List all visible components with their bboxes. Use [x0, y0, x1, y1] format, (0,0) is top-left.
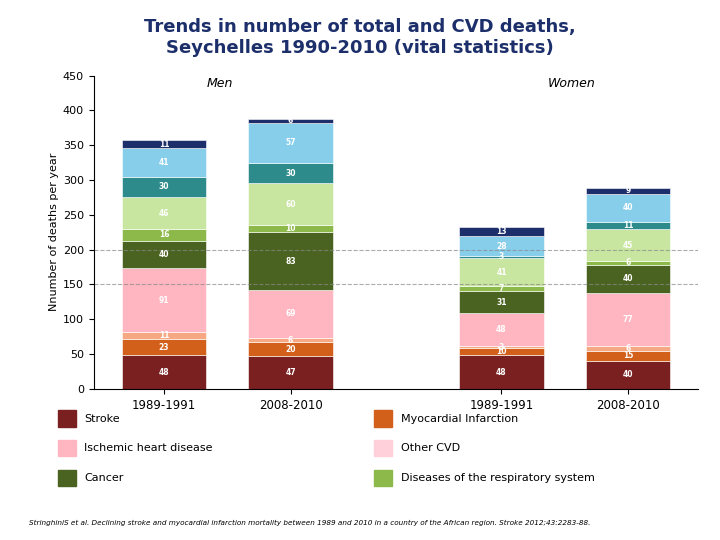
Bar: [248, 123, 333, 163]
Text: Men: Men: [207, 77, 233, 90]
Text: 46: 46: [158, 209, 169, 218]
Text: 47: 47: [285, 368, 296, 377]
Bar: [248, 356, 333, 389]
Text: 23: 23: [158, 343, 169, 352]
Bar: [586, 230, 670, 261]
Text: 7: 7: [499, 285, 504, 293]
Bar: [459, 355, 544, 389]
Bar: [248, 184, 333, 225]
Bar: [248, 342, 333, 356]
Bar: [122, 268, 206, 332]
Bar: [586, 222, 670, 230]
Bar: [586, 346, 670, 350]
Bar: [459, 256, 544, 258]
Text: 57: 57: [285, 138, 296, 147]
Text: 69: 69: [285, 309, 296, 319]
Bar: [459, 313, 544, 346]
Text: Women: Women: [548, 77, 595, 90]
Text: 11: 11: [158, 331, 169, 340]
Text: 13: 13: [496, 227, 507, 237]
Text: 11: 11: [623, 221, 634, 230]
Text: 83: 83: [285, 256, 296, 266]
Text: 40: 40: [623, 370, 634, 380]
Text: 6: 6: [288, 335, 293, 345]
Text: 28: 28: [496, 241, 507, 251]
Bar: [586, 293, 670, 346]
Text: 40: 40: [623, 274, 634, 284]
Text: Stroke: Stroke: [84, 414, 120, 423]
Bar: [459, 346, 544, 348]
Bar: [248, 119, 333, 123]
Text: 48: 48: [496, 325, 507, 334]
Text: 41: 41: [496, 268, 507, 276]
Text: 48: 48: [496, 368, 507, 376]
Y-axis label: Nnumber of deaths per year: Nnumber of deaths per year: [48, 153, 58, 312]
Bar: [248, 338, 333, 342]
Bar: [586, 265, 670, 293]
Text: 77: 77: [623, 315, 634, 324]
Bar: [248, 163, 333, 184]
Bar: [459, 292, 544, 313]
Bar: [459, 258, 544, 287]
Text: 11: 11: [158, 140, 169, 149]
Text: Other CVD: Other CVD: [401, 443, 460, 453]
Bar: [586, 188, 670, 194]
Text: 40: 40: [158, 250, 169, 259]
Text: Myocardial Infarction: Myocardial Infarction: [401, 414, 518, 423]
Text: 6: 6: [626, 258, 631, 267]
Text: 20: 20: [285, 345, 296, 354]
Text: StringhiniS et al. Declining stroke and myocardial infarction mortality between : StringhiniS et al. Declining stroke and …: [29, 521, 590, 526]
Text: 60: 60: [285, 200, 296, 209]
Bar: [122, 339, 206, 355]
Text: 91: 91: [158, 295, 169, 305]
Text: Ischemic heart disease: Ischemic heart disease: [84, 443, 212, 453]
Text: 6: 6: [288, 116, 293, 125]
Text: 16: 16: [158, 231, 169, 239]
Bar: [248, 225, 333, 232]
Text: Diseases of the respiratory system: Diseases of the respiratory system: [401, 473, 595, 483]
Bar: [586, 194, 670, 222]
Text: 30: 30: [158, 183, 169, 192]
Text: 10: 10: [285, 224, 296, 233]
Text: 9: 9: [626, 186, 631, 195]
Bar: [459, 287, 544, 292]
Text: Trends in number of total and CVD deaths,
Seychelles 1990-2010 (vital statistics: Trends in number of total and CVD deaths…: [144, 18, 576, 57]
Text: 15: 15: [623, 351, 634, 360]
Bar: [459, 348, 544, 355]
Text: 30: 30: [285, 168, 296, 178]
Text: 31: 31: [496, 298, 507, 307]
Text: 3: 3: [499, 343, 504, 352]
Text: 45: 45: [623, 241, 634, 249]
Bar: [459, 227, 544, 237]
Text: 3: 3: [499, 252, 504, 261]
Text: 41: 41: [158, 158, 169, 167]
Bar: [248, 290, 333, 338]
Bar: [122, 140, 206, 148]
Bar: [586, 261, 670, 265]
Bar: [122, 240, 206, 268]
Bar: [122, 177, 206, 198]
Text: Cancer: Cancer: [84, 473, 124, 483]
Text: 10: 10: [496, 347, 507, 356]
Bar: [122, 332, 206, 339]
Bar: [248, 232, 333, 290]
Bar: [586, 361, 670, 389]
Text: 6: 6: [626, 344, 631, 353]
Bar: [586, 350, 670, 361]
Bar: [122, 198, 206, 230]
Bar: [459, 237, 544, 256]
Bar: [122, 148, 206, 177]
Bar: [122, 355, 206, 389]
Bar: [122, 230, 206, 240]
Text: 40: 40: [623, 204, 634, 212]
Text: 48: 48: [158, 368, 169, 376]
